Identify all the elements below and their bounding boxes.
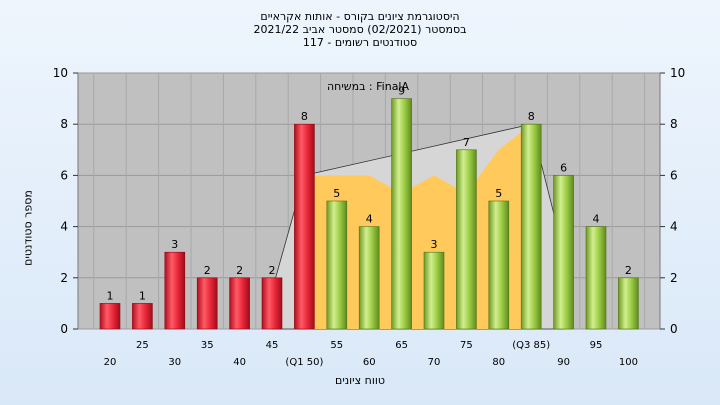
y-tick-label-right: 2 [670,271,678,285]
x-tick-label: 100 [619,357,638,368]
x-tick-label: (Q1 50) [285,357,323,368]
bar [553,175,574,330]
bar-value-label: 2 [625,264,632,277]
title-line-3: סטודנטים רשומים - 117 [302,36,418,49]
bar-value-label: 2 [204,264,211,277]
bar-value-label: 2 [236,264,243,277]
bar [358,226,380,330]
bar-value-label: 8 [528,110,535,123]
bar [294,123,315,330]
y-tick-label-right: 4 [670,220,678,234]
bar-value-label: 5 [333,187,340,200]
x-tick-label: 40 [233,357,246,368]
x-tick-label: 95 [590,340,603,351]
bar [196,277,218,330]
x-tick-label: 75 [460,340,473,351]
x-axis-label: טווח ציונים [335,374,385,387]
y-axis-label: מספר סטודנטים [21,190,35,266]
bar [585,226,607,330]
x-tick-label: 35 [201,340,214,351]
title-line-1: היסטוגרמת ציונים בקורס - אותות אקראיים [260,10,460,23]
bar [261,277,283,330]
bar [229,277,250,330]
y-tick-label-left: 0 [60,322,68,336]
bar-value-label: 4 [366,213,373,226]
x-tick-label: 20 [104,357,117,368]
chart-annotation: במשיחה : FinalA [327,80,410,93]
bar [99,303,121,330]
bar-value-label: 9 [398,85,405,98]
bar-value-label: 3 [431,238,438,251]
x-tick-label: 80 [492,357,505,368]
bar [456,149,477,330]
y-tick-label-left: 8 [60,117,68,131]
bar [618,277,639,330]
bar-value-label: 7 [463,136,470,149]
x-tick-label: 65 [395,340,408,351]
x-tick-label: 60 [363,357,376,368]
x-tick-label: 30 [168,357,181,368]
x-tick-label: 55 [330,340,343,351]
bar-value-label: 8 [301,110,308,123]
x-tick-label: 25 [136,340,149,351]
bar [423,251,445,330]
x-tick-label: (Q3 85) [512,340,550,351]
bar [391,98,412,330]
bar-value-label: 6 [560,161,567,174]
y-tick-label-right: 6 [670,168,678,182]
bar-value-label: 1 [107,289,114,302]
y-tick-label-left: 2 [60,271,68,285]
y-tick-label-right: 8 [670,117,678,131]
bar [520,123,542,330]
bar-value-label: 1 [139,289,146,302]
bar-value-label: 2 [269,264,276,277]
bar [164,251,186,330]
bar [326,200,348,330]
y-tick-label-left: 6 [60,168,68,182]
y-tick-label-right: 0 [670,322,678,336]
x-tick-label: 90 [557,357,570,368]
x-tick-label: 45 [266,340,279,351]
y-tick-label-left: 10 [53,66,68,80]
bar-value-label: 3 [171,238,178,251]
title-line-2: בסמסטר (02/2021) סמסטר אביב 2021/22 [253,23,467,36]
bar-value-label: 4 [593,213,600,226]
y-tick-label-left: 4 [60,220,68,234]
x-tick-label: 70 [428,357,441,368]
y-tick-label-right: 10 [670,66,685,80]
bar [488,200,510,330]
chart-title: היסטוגרמת ציונים בקורס - אותות אקראיים ב… [0,10,720,49]
bar [132,303,153,330]
bar-value-label: 5 [495,187,502,200]
